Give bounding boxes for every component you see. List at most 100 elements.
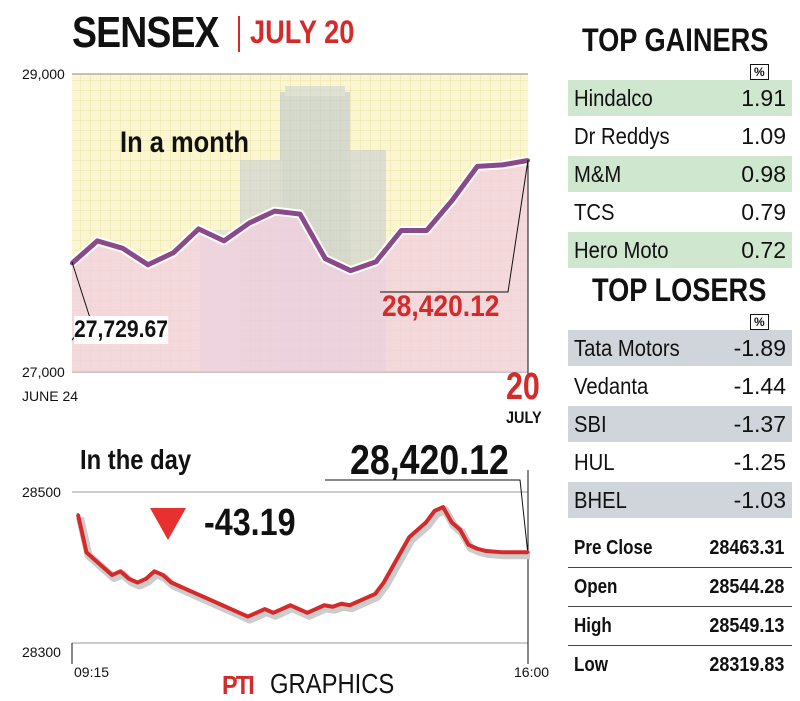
day-data-point — [144, 577, 148, 581]
losers-title: TOP LOSERS — [592, 272, 767, 308]
stat-divider — [568, 606, 792, 607]
loser-name: BHEL — [574, 487, 627, 513]
day-data-point — [237, 611, 241, 615]
loser-row: HUL -1.25 — [568, 444, 792, 480]
day-data-point — [518, 550, 522, 554]
month-end-day-label: 20 — [506, 366, 540, 408]
gainer-value: 0.72 — [741, 237, 786, 263]
month-data-point — [374, 259, 378, 264]
title-separator — [238, 16, 240, 52]
day-data-point — [161, 573, 165, 577]
chart-title: SENSEX — [72, 8, 219, 57]
day-data-point — [424, 520, 428, 524]
day-close-value-label: 28,420.12 — [350, 436, 509, 483]
loser-row: Vedanta -1.44 — [568, 368, 792, 404]
day-data-point — [382, 581, 386, 585]
down-arrow-icon — [150, 508, 186, 540]
day-data-point — [297, 607, 301, 611]
stat-name: High — [574, 615, 612, 637]
day-data-point — [118, 569, 122, 573]
month-data-point — [146, 262, 150, 267]
day-data-point — [254, 611, 258, 615]
day-data-point — [93, 558, 97, 562]
loser-value: -1.89 — [733, 335, 786, 361]
day-data-point — [220, 603, 224, 607]
day-data-point — [314, 607, 318, 611]
month-data-point — [95, 238, 100, 243]
day-data-point — [280, 607, 284, 611]
day-data-point — [348, 603, 352, 607]
loser-value: -1.44 — [733, 373, 786, 399]
loser-value: -1.03 — [733, 487, 786, 513]
stat-value: 28544.28 — [708, 576, 784, 598]
day-data-point — [305, 611, 309, 615]
month-y-max-label: 29,000 — [22, 66, 65, 82]
month-data-point — [222, 238, 226, 243]
gainer-value: 0.79 — [741, 199, 786, 225]
chart-date: JULY 20 — [250, 14, 355, 50]
loser-name: Vedanta — [574, 373, 649, 399]
day-data-point — [288, 603, 292, 607]
day-data-point — [203, 596, 207, 600]
day-data-point — [84, 550, 88, 554]
month-chart — [69, 73, 530, 664]
stat-value: 28463.31 — [708, 537, 784, 559]
day-data-point — [509, 550, 513, 554]
month-end-value-label: 28,420.12 — [382, 290, 500, 323]
gainer-value: 0.98 — [741, 161, 786, 187]
day-data-point — [195, 592, 199, 596]
loser-value: -1.25 — [733, 449, 786, 475]
gainer-name: Hindalco — [574, 85, 653, 111]
day-series-line — [76, 505, 530, 624]
month-data-point — [171, 250, 176, 255]
day-data-point — [339, 602, 343, 606]
gainers-unit-label: % — [750, 64, 769, 80]
day-data-point — [450, 520, 454, 524]
month-data-point — [475, 164, 480, 169]
month-data-point — [120, 246, 125, 251]
end-leader-line — [380, 159, 529, 293]
day-data-point — [76, 513, 80, 517]
day-data-point — [322, 603, 326, 607]
day-line-shadow — [76, 506, 530, 624]
gainer-row: Hindalco 1.91 — [568, 80, 792, 116]
month-y-min-label: 27,000 — [22, 364, 65, 380]
day-data-point — [373, 592, 377, 596]
day-data-point — [110, 573, 114, 577]
day-panel-title: In the day — [80, 444, 192, 475]
day-data-point — [407, 535, 411, 539]
month-x-start-label: JUNE 24 — [22, 388, 79, 404]
losers-unit-label: % — [750, 314, 769, 330]
stat-value: 28319.83 — [708, 654, 784, 676]
day-data-point — [441, 505, 445, 509]
day-data-point — [433, 509, 437, 513]
day-data-point — [390, 566, 394, 569]
day-change-label: -43.19 — [204, 502, 296, 544]
day-data-point — [484, 549, 488, 553]
loser-value: -1.37 — [733, 411, 786, 437]
stat-divider — [568, 567, 792, 568]
loser-row: SBI -1.37 — [568, 406, 792, 442]
stat-divider — [568, 645, 792, 646]
day-close-leader-line — [325, 479, 529, 556]
gainer-name: M&M — [574, 161, 622, 187]
day-data-point — [178, 584, 182, 588]
day-data-point — [212, 599, 216, 603]
stat-value: 28549.13 — [708, 615, 784, 637]
day-x-end-label: 16:00 — [514, 664, 550, 680]
stat-row: Open 28544.28 — [568, 569, 792, 605]
month-data-point — [424, 228, 429, 233]
stat-row: High 28549.13 — [568, 608, 792, 644]
day-data-point — [186, 588, 190, 592]
gainer-row: Hero Moto 0.72 — [568, 232, 792, 268]
loser-row: Tata Motors -1.89 — [568, 330, 792, 366]
month-data-point — [500, 162, 505, 167]
day-data-point — [135, 581, 139, 585]
day-y-high-label: 28500 — [22, 484, 61, 500]
gainer-value: 1.91 — [741, 85, 786, 111]
day-data-point — [501, 550, 505, 554]
day-data-point — [526, 550, 530, 554]
gainer-row: M&M 0.98 — [568, 156, 792, 192]
day-x-start-label: 09:15 — [74, 664, 110, 680]
month-panel-title: In a month — [120, 126, 249, 159]
